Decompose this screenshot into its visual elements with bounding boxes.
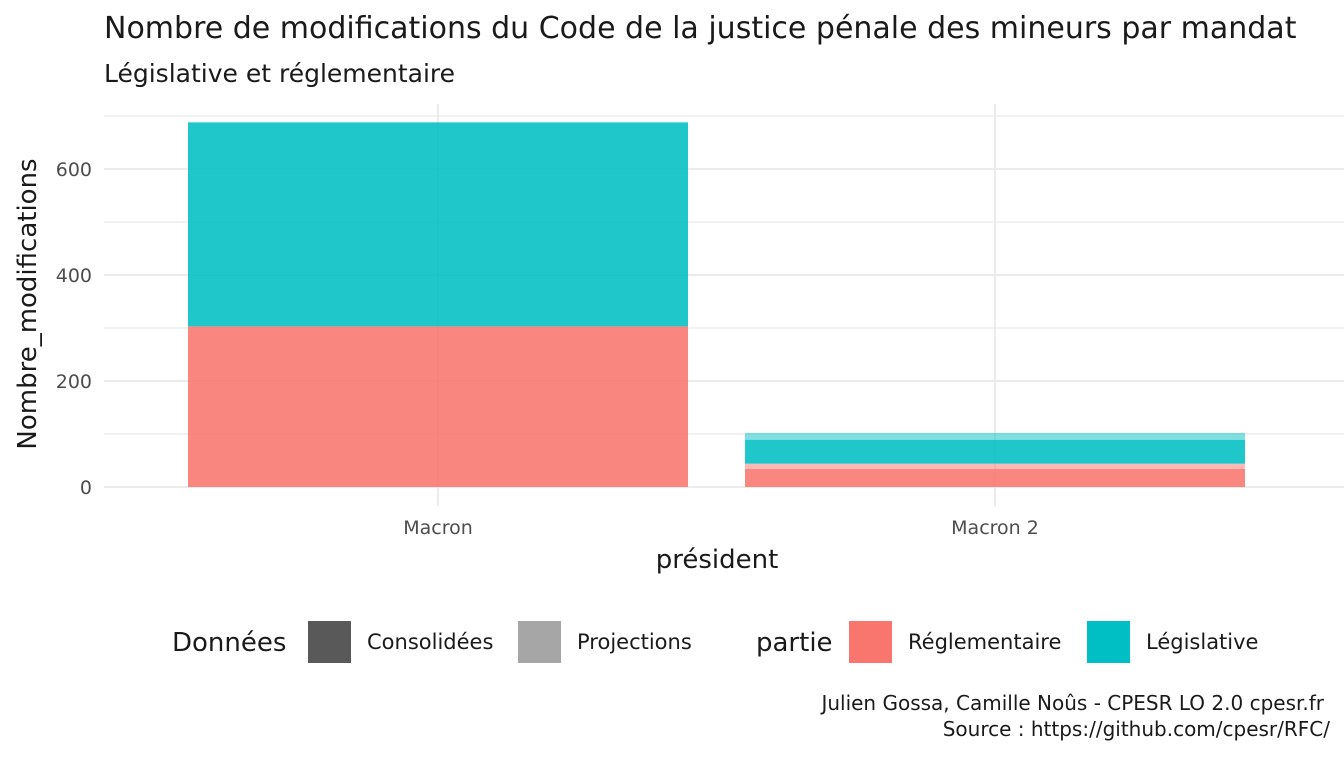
y-tick-label: 600 xyxy=(56,159,92,181)
caption-source: Source : https://github.com/cpesr/RFC/ xyxy=(943,717,1331,741)
legend: Données Consolidées Projections partie R… xyxy=(172,621,1258,663)
bar-segment xyxy=(745,432,1245,440)
legend-swatch-projections xyxy=(518,621,561,663)
x-tick-label: Macron 2 xyxy=(951,517,1039,539)
chart-title: Nombre de modifications du Code de la ju… xyxy=(104,11,1297,46)
y-axis-title: Nombre_modifications xyxy=(13,158,43,449)
legend-title-donnees: Données xyxy=(172,628,286,658)
y-tick-label: 0 xyxy=(80,477,92,499)
x-tick-label: Macron xyxy=(403,517,473,539)
x-axis-title: président xyxy=(656,545,779,575)
bar-segment xyxy=(745,468,1245,487)
legend-swatch-legislative xyxy=(1087,621,1130,663)
legend-swatch-consolidees xyxy=(308,621,351,663)
x-axis-ticks: Macron Macron 2 xyxy=(403,517,1039,539)
bar-segment xyxy=(745,463,1245,469)
bar-segment xyxy=(745,439,1245,464)
legend-title-partie: partie xyxy=(756,628,833,658)
bar-segment xyxy=(188,122,688,327)
bars xyxy=(188,122,1245,487)
caption-authors: Julien Gossa, Camille Noûs - CPESR LO 2.… xyxy=(819,691,1324,715)
bar-segment xyxy=(188,326,688,487)
y-tick-label: 400 xyxy=(56,265,92,287)
legend-label-consolidees: Consolidées xyxy=(367,630,493,654)
legend-swatch-reglementaire xyxy=(849,621,892,663)
y-tick-label: 200 xyxy=(56,371,92,393)
legend-label-reglementaire: Réglementaire xyxy=(908,630,1061,654)
chart-subtitle: Législative et réglementaire xyxy=(104,59,455,88)
legend-label-projections: Projections xyxy=(577,630,692,654)
y-axis-ticks: 0 200 400 600 xyxy=(56,159,92,499)
legend-label-legislative: Législative xyxy=(1146,630,1258,654)
